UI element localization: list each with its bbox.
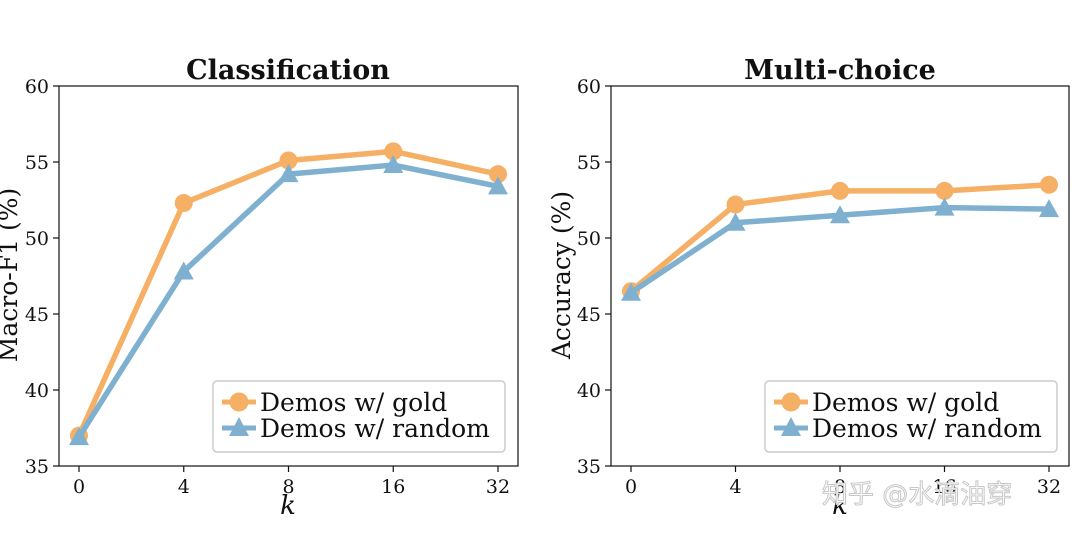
y-tick-label: 55 bbox=[577, 152, 601, 174]
data-point-random bbox=[383, 155, 404, 174]
y-tick-label: 50 bbox=[25, 228, 49, 250]
y-tick-label: 35 bbox=[577, 456, 601, 478]
legend-label-gold: Demos w/ gold bbox=[260, 388, 447, 417]
chart-title: Multi-choice bbox=[744, 55, 936, 86]
y-tick-label: 45 bbox=[25, 304, 49, 326]
legend: Demos w/ gold Demos w/ random bbox=[212, 380, 506, 453]
data-point-random bbox=[69, 427, 89, 446]
x-tick-label: 4 bbox=[178, 476, 190, 498]
legend-label-random: Demos w/ random bbox=[812, 414, 1042, 443]
data-point-gold bbox=[831, 181, 849, 200]
y-tick-label: 40 bbox=[25, 380, 49, 402]
x-tick-label: 16 bbox=[932, 476, 956, 498]
data-point-gold bbox=[384, 142, 403, 161]
series-line-gold bbox=[628, 182, 1052, 294]
data-point-random bbox=[173, 261, 194, 280]
triangle-marker-icon bbox=[229, 417, 249, 436]
y-tick-label: 55 bbox=[25, 152, 49, 174]
data-point-random bbox=[278, 164, 299, 183]
y-tick-label: 60 bbox=[25, 76, 49, 98]
chart-title: Classification bbox=[186, 55, 390, 86]
legend-label-random: Demos w/ random bbox=[260, 414, 490, 443]
multi-choice-chart: Multi-choice Accuracy (%) k 354045505560… bbox=[547, 55, 1070, 521]
y-tick-label: 50 bbox=[577, 228, 601, 250]
data-point-gold bbox=[279, 151, 298, 170]
legend-box bbox=[764, 380, 1058, 453]
x-tick-label: 8 bbox=[282, 476, 294, 498]
plot-area: 35 40 45 50 55 60 0 4 8 16 32 bbox=[577, 76, 1070, 498]
x-tick-label: 4 bbox=[729, 476, 741, 498]
circle-marker-icon bbox=[781, 392, 801, 412]
watermark: 知乎 @水滴油穿 bbox=[822, 480, 1012, 510]
data-point-random bbox=[934, 197, 955, 216]
triangle-marker-icon bbox=[781, 417, 801, 436]
y-tick-label: 35 bbox=[25, 456, 49, 478]
x-tick-label: 8 bbox=[834, 476, 846, 498]
data-point-random bbox=[725, 212, 746, 231]
y-tick-label: 60 bbox=[577, 76, 601, 98]
plot-area: 35 40 45 50 55 60 0 4 8 16 32 bbox=[25, 76, 519, 498]
y-tick-label: 45 bbox=[577, 304, 601, 326]
legend: Demos w/ gold Demos w/ random bbox=[764, 380, 1058, 453]
y-tick-label: 40 bbox=[577, 380, 601, 402]
data-point-random bbox=[488, 176, 508, 195]
data-point-gold bbox=[489, 165, 507, 184]
legend-label-gold: Demos w/ gold bbox=[812, 388, 999, 417]
x-tick-label: 32 bbox=[486, 476, 510, 498]
data-point-gold bbox=[1040, 175, 1058, 194]
y-axis-label: Macro-F1 (%) bbox=[0, 188, 23, 362]
x-axis-label: k bbox=[832, 491, 848, 521]
data-point-random bbox=[1039, 199, 1059, 218]
data-point-gold bbox=[726, 195, 745, 214]
circle-marker-icon bbox=[229, 392, 249, 412]
x-tick-label: 16 bbox=[381, 476, 405, 498]
x-tick-label: 0 bbox=[625, 476, 637, 498]
data-point-gold bbox=[174, 194, 193, 213]
legend-box bbox=[212, 380, 506, 453]
x-axis-label: k bbox=[280, 491, 296, 521]
data-point-gold bbox=[935, 181, 954, 200]
y-axis-label: Accuracy (%) bbox=[547, 191, 576, 360]
x-tick-label: 0 bbox=[73, 476, 85, 498]
x-tick-label: 32 bbox=[1037, 476, 1061, 498]
classification-chart: Classification Macro-F1 (%) k 3540455055… bbox=[0, 55, 519, 521]
data-point-random bbox=[830, 205, 850, 224]
data-point-random bbox=[621, 282, 641, 301]
